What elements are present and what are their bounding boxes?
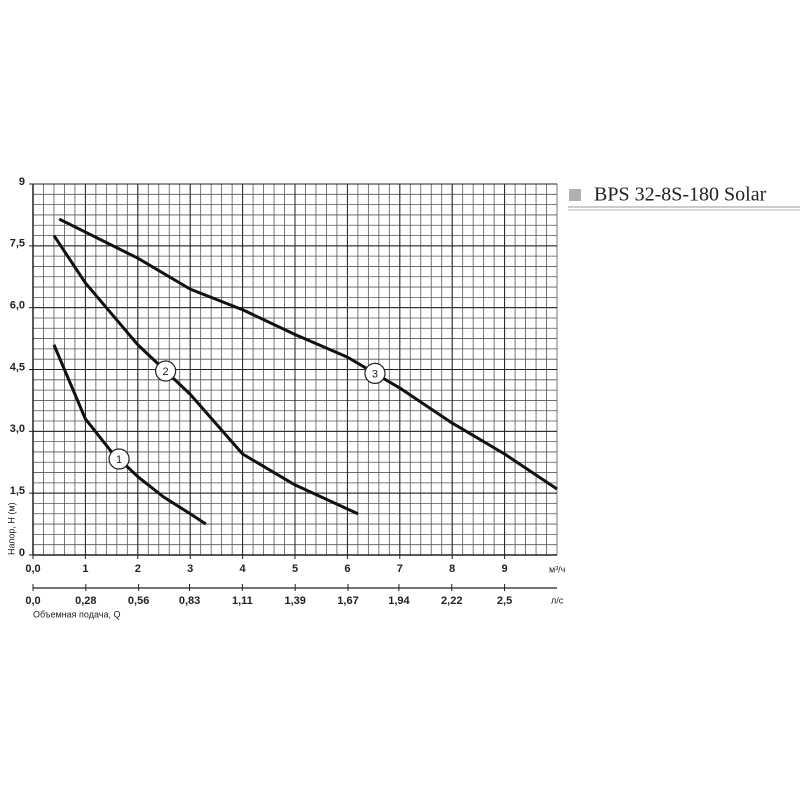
- x2-tick-label: 2,5: [497, 595, 512, 607]
- y-tick-label: 1,5: [10, 485, 25, 497]
- x-unit: м³/ч: [549, 564, 566, 574]
- legend-swatch: [569, 189, 581, 201]
- curve-label-badge: [155, 360, 177, 382]
- x-tick-label: 7: [397, 563, 403, 575]
- x2-tick-label: 2,22: [441, 595, 462, 607]
- x-tick-label: 3: [187, 563, 193, 575]
- y-tick-label: 0: [19, 547, 25, 559]
- curve-label: 1: [116, 454, 122, 466]
- legend-title: BPS 32-8S-180 Solar: [594, 184, 767, 206]
- y-tick-label: 7,5: [10, 238, 25, 250]
- curve-label: 3: [372, 368, 378, 380]
- curve-label-badge: [364, 362, 386, 384]
- x2-tick-label: 1,39: [284, 595, 305, 607]
- x-tick-label: 2: [135, 563, 141, 575]
- curve: [58, 217, 558, 491]
- x-tick-label: 6: [344, 563, 350, 575]
- y-tick-label: 6,0: [10, 300, 25, 312]
- y-tick-label: 3,0: [10, 423, 25, 435]
- x2-tick-label: 1,94: [388, 595, 410, 607]
- x2-tick-label: 0,0: [25, 595, 40, 607]
- x2-tick-label: 1,67: [337, 595, 358, 607]
- x-axis-title: Объемная подача, Q: [33, 609, 120, 619]
- curve: [52, 234, 359, 516]
- x-tick-label: 1: [82, 563, 88, 575]
- x-tick-label: 5: [292, 563, 298, 575]
- y-tick-label: 9: [19, 176, 25, 188]
- x2-tick-label: 1,11: [232, 595, 253, 607]
- x-tick-label: 8: [449, 563, 455, 575]
- x2-tick-label: 0,83: [179, 595, 200, 607]
- y-tick-label: 4,5: [10, 361, 25, 373]
- curve-label: 2: [163, 366, 169, 378]
- x2-tick-label: 0,28: [75, 595, 96, 607]
- x2-unit: л/с: [551, 595, 564, 605]
- x-tick-label: 0,0: [25, 563, 40, 575]
- x2-tick-label: 0,56: [128, 595, 149, 607]
- curve-label-badge: [108, 448, 130, 470]
- x-tick-label: 4: [240, 563, 247, 575]
- x-tick-label: 9: [502, 563, 508, 575]
- y-axis-title: Напор, H (м): [6, 502, 16, 555]
